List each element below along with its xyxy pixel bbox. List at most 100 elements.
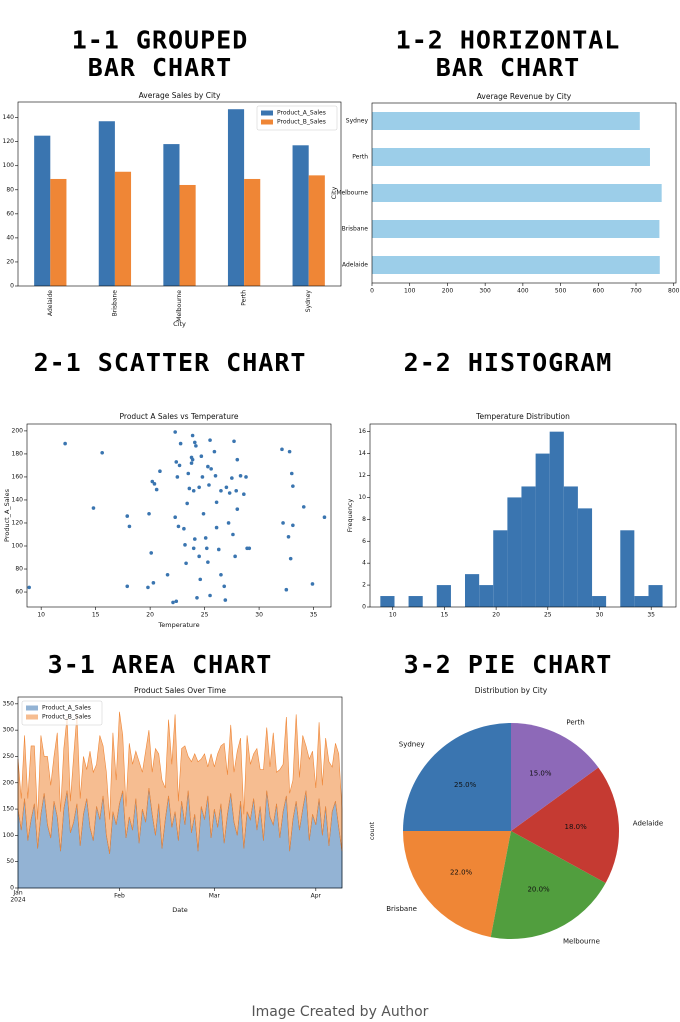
x-tick-label: 400: [517, 288, 529, 295]
point: [222, 584, 227, 589]
point: [204, 546, 209, 551]
point: [212, 449, 217, 454]
x-tick-label: 20: [146, 612, 154, 619]
pie-label: Melbourne: [563, 937, 600, 945]
point: [191, 488, 196, 493]
point: [238, 473, 243, 478]
section-heading: 3-1 AREA CHART: [48, 650, 273, 679]
legend-label: Product_B_Sales: [277, 119, 326, 126]
x-axis-label: Date: [172, 906, 188, 914]
histogram-bar: [507, 497, 522, 607]
point: [207, 483, 211, 487]
y-tick-label: 8: [362, 516, 366, 523]
histogram-bar: [493, 530, 508, 607]
y-tick-label: 50: [6, 858, 14, 865]
axes-frame: [17, 101, 342, 287]
point: [154, 487, 159, 492]
legend-box: [256, 105, 338, 131]
histogram-bar: [634, 596, 649, 607]
axes-frame: [26, 423, 332, 608]
x-tick-label: Feb: [114, 893, 125, 900]
bar: [34, 135, 51, 286]
point: [235, 507, 240, 511]
point: [182, 526, 186, 531]
point: [214, 525, 219, 530]
point: [219, 572, 223, 577]
y-tick-label: 20: [6, 258, 14, 265]
point: [91, 506, 96, 510]
point: [189, 461, 194, 465]
pie-percent: 18.0%: [565, 823, 588, 831]
y-tick-label: 0: [10, 283, 14, 290]
point: [289, 471, 294, 476]
y-tick-label: 160: [12, 473, 24, 480]
point: [287, 449, 292, 454]
point: [177, 463, 182, 468]
x-tick-label: 200: [442, 288, 454, 295]
x-tick-label: Mar: [209, 893, 221, 900]
y-axis-label: Frequency: [346, 499, 354, 533]
point: [173, 515, 177, 520]
axes-frame: [17, 696, 343, 889]
point: [226, 521, 231, 525]
axes-frame: [369, 423, 677, 608]
legend-box: [21, 700, 103, 726]
bar: [179, 184, 196, 286]
y-tick-label: 6: [362, 538, 366, 545]
x-tick-label: 30: [596, 612, 604, 619]
x-tick-label: 600: [593, 288, 605, 295]
pie-percent: 22.0%: [450, 868, 473, 876]
point: [197, 485, 201, 490]
point: [151, 581, 156, 585]
point: [209, 467, 213, 471]
point: [199, 454, 204, 459]
point: [213, 473, 218, 478]
point: [291, 523, 295, 528]
y-tick-label: 4: [362, 560, 366, 567]
bar: [98, 121, 115, 287]
point: [198, 577, 203, 582]
y-tick-label: 0: [10, 885, 14, 892]
point: [322, 515, 327, 520]
y-tick-label: Melbourne: [336, 190, 368, 197]
point: [223, 598, 228, 602]
chart-title: Product A Sales vs Temperature: [120, 412, 239, 421]
point: [174, 460, 179, 464]
point: [206, 464, 210, 469]
point: [200, 475, 205, 479]
legend-label: Product_A_Sales: [42, 705, 91, 712]
y-tick-label: 40: [6, 234, 14, 241]
chart-title: Average Sales by City: [139, 91, 221, 100]
y-tick-label: 12: [358, 472, 366, 479]
point: [187, 486, 192, 491]
point: [284, 587, 289, 592]
point: [216, 547, 221, 552]
point: [247, 546, 252, 551]
point: [192, 537, 197, 541]
histogram-bar: [465, 574, 480, 607]
x-tick-label: Apr: [311, 893, 322, 900]
point: [244, 475, 248, 479]
y-tick-label: 60: [6, 210, 14, 217]
x-tick-label: Melbourne: [176, 290, 183, 322]
point: [242, 492, 246, 497]
point: [235, 457, 240, 462]
y-tick-label: 80: [15, 566, 23, 573]
section-heading: 3-2 PIE CHART: [404, 650, 613, 679]
pie-label: Brisbane: [386, 905, 417, 913]
y-tick-label: 100: [12, 543, 24, 550]
pie-slice: [511, 723, 599, 831]
point: [281, 521, 285, 525]
chart-panel: Average Revenue by City City 0 100 200 300 400…: [330, 92, 680, 295]
y-tick-label: 300: [3, 727, 15, 734]
bar: [50, 178, 67, 286]
bar: [372, 112, 640, 130]
point: [174, 599, 179, 604]
histogram-bar: [535, 453, 550, 607]
point: [219, 488, 223, 493]
point: [186, 471, 191, 476]
chart-panel: Product A Sales vs Temperature Temperatur…: [3, 412, 332, 629]
bar: [163, 144, 180, 286]
point: [125, 514, 130, 518]
